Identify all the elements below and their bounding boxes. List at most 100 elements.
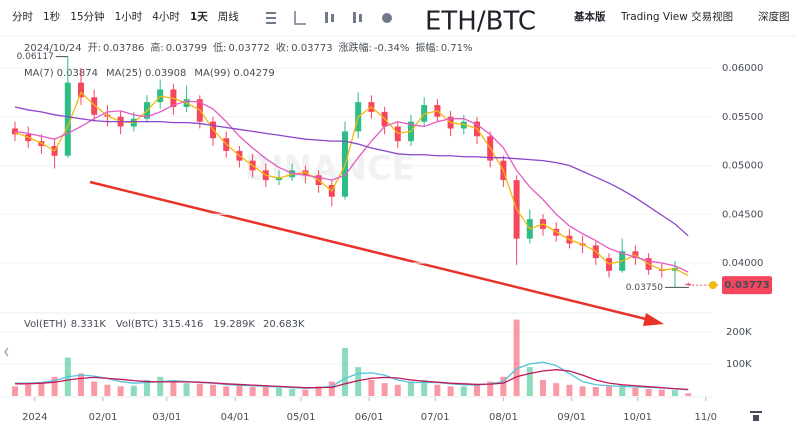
scroll-button[interactable] bbox=[4, 347, 9, 357]
volume-bar bbox=[540, 379, 546, 396]
volume-bar bbox=[579, 386, 586, 396]
x-tick-label: 07/01 bbox=[421, 412, 450, 423]
volume-bar bbox=[183, 383, 190, 396]
icon bbox=[266, 17, 276, 19]
x-tick-label: 10/01 bbox=[623, 412, 652, 423]
info-text: 0.03874 bbox=[57, 68, 98, 79]
interval-tab[interactable]: 1秒 bbox=[43, 10, 61, 23]
interval-tab[interactable]: 1天 bbox=[190, 11, 208, 23]
high-label: 0.06117 bbox=[17, 52, 54, 62]
volume-bar bbox=[328, 381, 335, 396]
info-text: 19.289K bbox=[213, 319, 255, 330]
annotation-arrow bbox=[89, 180, 651, 322]
info-text: 0.03908 bbox=[145, 68, 186, 79]
volume-bar bbox=[474, 384, 480, 396]
x-tick-label: 2024 bbox=[22, 412, 47, 423]
volume-bar bbox=[25, 384, 32, 396]
volume-bar bbox=[381, 383, 388, 396]
price-dot bbox=[709, 281, 717, 290]
icon[interactable] bbox=[294, 11, 306, 25]
info-text: MA(25) bbox=[106, 68, 142, 79]
volume-bar bbox=[487, 381, 494, 396]
info-text: 开: bbox=[88, 43, 101, 54]
volume-bar bbox=[606, 386, 612, 396]
volume-bar bbox=[210, 384, 216, 396]
view-tab[interactable]: 深度图 bbox=[758, 10, 790, 23]
icon[interactable] bbox=[266, 12, 276, 14]
info-text: Vol(BTC) bbox=[116, 319, 158, 330]
x-tick-label: 03/01 bbox=[152, 412, 181, 423]
info-text: 2024/10/24 bbox=[24, 43, 82, 54]
interval-tab[interactable]: 4小时 bbox=[152, 11, 180, 23]
interval-tab[interactable]: 分时 bbox=[12, 11, 33, 23]
info-text: -0.34% bbox=[374, 43, 409, 54]
volume-bar bbox=[658, 389, 665, 396]
volume-bar bbox=[223, 386, 230, 396]
y-tick-label: 0.06000 bbox=[722, 63, 763, 74]
watermark: BINANCE bbox=[245, 149, 415, 189]
icon[interactable] bbox=[353, 12, 356, 23]
info-text: 低: bbox=[213, 41, 226, 54]
volume-bar bbox=[12, 386, 18, 396]
candle-body bbox=[685, 283, 692, 286]
interval-tab[interactable]: 15分钟 bbox=[70, 10, 104, 23]
volume-bar bbox=[157, 376, 164, 396]
info-text: 315.416 bbox=[162, 319, 203, 330]
volume-bar bbox=[368, 379, 375, 396]
volume-bar bbox=[513, 319, 520, 396]
icon bbox=[359, 14, 362, 22]
volume-bar bbox=[632, 387, 639, 396]
interval-tab[interactable]: 周线 bbox=[218, 10, 239, 23]
x-tick-label: 04/01 bbox=[221, 412, 250, 423]
info-text: 高: bbox=[150, 41, 163, 54]
candle-body bbox=[64, 82, 71, 156]
info-text: Vol(ETH) bbox=[24, 319, 67, 330]
price-tag bbox=[722, 276, 772, 295]
volume-bar bbox=[460, 386, 467, 396]
interval-tab[interactable]: 1小时 bbox=[115, 11, 143, 23]
settings-icon[interactable] bbox=[382, 13, 392, 23]
volume-bar bbox=[566, 384, 573, 396]
volume-bar bbox=[342, 347, 348, 396]
info-text: 0.03773 bbox=[291, 43, 332, 54]
icon[interactable] bbox=[325, 12, 328, 23]
volume-bar bbox=[592, 387, 599, 396]
volume-bar bbox=[500, 376, 507, 396]
volume-bar bbox=[619, 384, 626, 396]
x-tick-label: 05/01 bbox=[287, 412, 316, 423]
volume-bar bbox=[144, 379, 150, 396]
candle-body bbox=[12, 128, 18, 135]
icon bbox=[266, 22, 276, 24]
x-tick-label: 08/01 bbox=[489, 412, 518, 423]
y-tick-label: 0.04000 bbox=[722, 258, 763, 269]
volume-bar bbox=[447, 386, 454, 396]
x-tick-label: 11/0 bbox=[695, 412, 717, 423]
annotation-arrowhead bbox=[643, 313, 664, 326]
y-tick-label: 0.04500 bbox=[722, 209, 763, 220]
volume-bar bbox=[394, 384, 401, 396]
volume-bar bbox=[249, 387, 256, 396]
view-tab[interactable]: Trading View 交易视图 bbox=[620, 10, 733, 23]
volume-bar bbox=[78, 373, 84, 396]
volume-ma-line bbox=[15, 361, 689, 391]
info-text: 涨跌幅: bbox=[339, 41, 372, 54]
view-tab[interactable]: 基本版 bbox=[573, 10, 606, 23]
volume-bar bbox=[130, 385, 137, 396]
info-text: 收: bbox=[276, 41, 289, 54]
ma-line bbox=[14, 100, 689, 273]
y-tick-label: 200K bbox=[726, 327, 752, 338]
volume-bar bbox=[302, 389, 309, 396]
pair-title: ETH/BTC bbox=[425, 7, 536, 37]
ma-line bbox=[14, 106, 689, 237]
volume-bar bbox=[553, 383, 560, 396]
low-label: 0.03750 bbox=[626, 283, 663, 293]
volume-bar bbox=[262, 386, 269, 396]
volume-bar bbox=[289, 388, 296, 396]
x-tick-label: 02/01 bbox=[89, 412, 118, 423]
settings-button[interactable] bbox=[750, 411, 762, 421]
info-text: 20.683K bbox=[263, 319, 305, 330]
x-tick-label: 09/01 bbox=[557, 412, 586, 423]
volume-bar bbox=[51, 376, 58, 396]
